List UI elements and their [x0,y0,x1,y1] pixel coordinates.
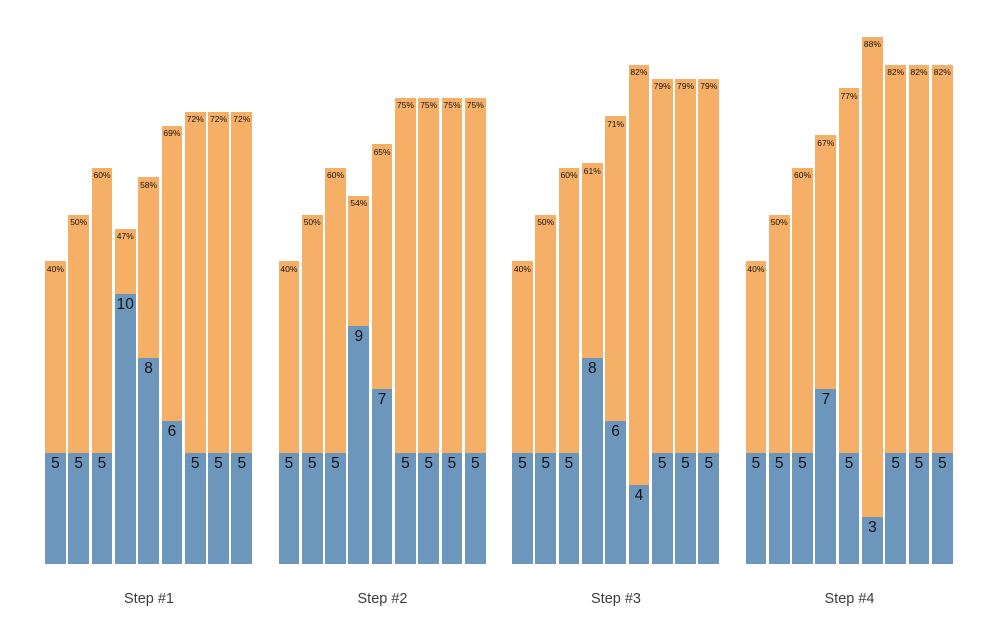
bar-blue-segment [161,421,183,564]
group-label-step-4: Step #4 [824,591,875,607]
bar-blue-segment [698,453,720,564]
bar-orange-segment [908,64,930,453]
bar-blue-segment [768,453,790,564]
bar-blue-segment [418,453,440,564]
bar-orange-segment [675,78,696,453]
bar-orange-segment [815,135,837,390]
bar-blue-segment [792,453,813,564]
bar-orange-segment [862,36,883,517]
bar-blue-segment [512,453,533,564]
bar-blue-segment [908,453,930,564]
bar-orange-segment [348,195,370,326]
bar-blue-segment [45,453,66,564]
bar-blue-segment [862,516,883,564]
bar-blue-segment [464,453,486,564]
bar-blue-segment [605,421,626,564]
bar-blue-segment [208,453,229,564]
bar-orange-segment [114,228,136,294]
bar-blue-segment [278,453,300,564]
bar-orange-segment [441,97,463,453]
bar-blue-segment [68,453,90,564]
bar-orange-segment [418,97,440,453]
bar-orange-segment [558,167,580,453]
bar-orange-segment [91,167,113,453]
group-label-step-3: Step #3 [591,591,641,607]
bar-orange-segment [768,214,790,453]
bar-orange-segment [512,261,533,453]
bar-orange-segment [698,78,720,453]
bar-orange-segment [395,97,416,453]
group-label-step-2: Step #2 [357,591,408,607]
bar-blue-segment [301,453,323,564]
bar-blue-segment [931,453,953,564]
bar-blue-segment [114,294,136,564]
bar-orange-segment [792,167,813,453]
bar-blue-segment [184,453,206,564]
bar-orange-segment [931,64,953,453]
bar-blue-segment [441,453,463,564]
bar-orange-segment [371,144,393,390]
bar-orange-segment [278,261,300,453]
bar-orange-segment [535,214,557,453]
bar-blue-segment [325,453,346,564]
bar-blue-segment [838,453,860,564]
bar-blue-segment [348,325,370,564]
group-label-step-1: Step #1 [124,591,174,607]
bar-blue-segment [885,453,907,564]
bar-orange-segment [301,214,323,453]
bar-orange-segment [651,78,673,453]
bar-orange-segment [184,111,206,453]
bar-orange-segment [208,111,229,453]
bar-blue-segment [231,453,253,564]
bar-orange-segment [628,64,650,485]
bar-orange-segment [581,163,603,358]
bar-orange-segment [138,177,159,358]
bar-orange-segment [464,97,486,453]
bar-orange-segment [68,214,90,453]
bar-orange-segment [745,261,767,453]
bar-blue-segment [558,453,580,564]
bar-blue-segment [91,453,113,564]
bar-orange-segment [45,261,66,453]
bar-blue-segment [371,389,393,564]
bar-orange-segment [838,88,860,453]
bar-blue-segment [535,453,557,564]
bar-blue-segment [138,357,159,564]
bar-orange-segment [231,111,253,453]
bar-orange-segment [161,125,183,422]
bar-blue-segment [745,453,767,564]
bar-blue-segment [815,389,837,564]
bar-blue-segment [628,484,650,564]
bar-blue-segment [395,453,416,564]
bar-blue-segment [675,453,696,564]
bar-blue-segment [651,453,673,564]
bar-blue-segment [581,357,603,564]
bar-orange-segment [325,167,346,453]
bar-orange-segment [605,116,626,422]
bar-orange-segment [885,64,907,453]
